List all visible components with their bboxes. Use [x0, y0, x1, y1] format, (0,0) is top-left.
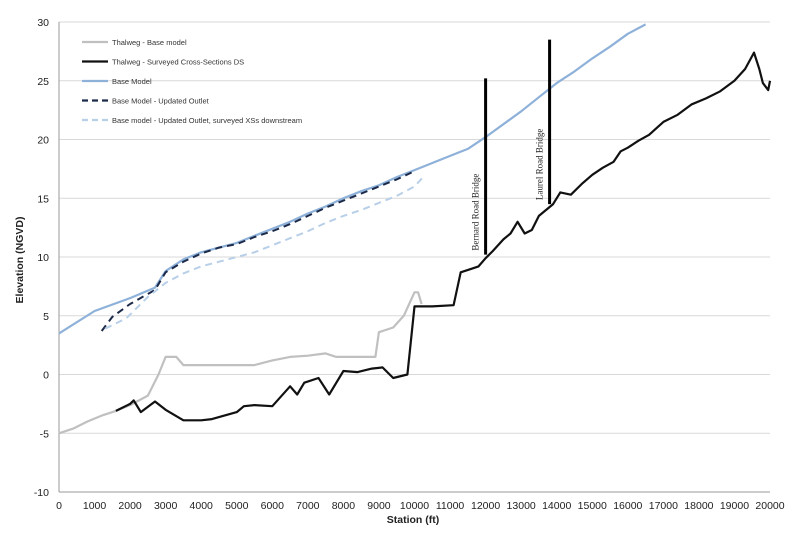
y-tick-label: -10: [34, 487, 49, 499]
y-tick-label: 20: [37, 135, 49, 147]
x-tick-label: 20000: [755, 500, 784, 512]
x-tick-label: 14000: [542, 500, 571, 512]
x-tick-label: 2000: [118, 500, 142, 512]
series-line-1: [58, 291, 423, 435]
legend-label-4: Base Model - Updated Outlet: [112, 97, 210, 106]
axes: -10 -5 0 5 10 15 20 25 30 0 1000 2000 3000 4000 5000 60…: [34, 17, 785, 512]
x-tick-label: 4000: [190, 500, 214, 512]
y-tick-label: -5: [40, 428, 49, 440]
x-tick-label: 16000: [613, 500, 642, 512]
x-tick-label: 11000: [436, 500, 465, 512]
x-tick-label: 15000: [578, 500, 607, 512]
y-tick-label: 0: [43, 370, 49, 382]
series-line-2: [115, 51, 772, 422]
x-tick-label: 3000: [154, 500, 178, 512]
x-tick-label: 10000: [400, 500, 429, 512]
y-tick-label: 30: [37, 17, 49, 29]
legend-label-1: Thalweg - Base model: [112, 38, 187, 47]
x-tick-label: 18000: [684, 500, 713, 512]
x-tick-label: 7000: [296, 500, 320, 512]
y-tick-label: 5: [43, 311, 49, 323]
x-tick-label: 5000: [225, 500, 249, 512]
legend: Thalweg - Base model Thalweg - Surveyed C…: [82, 38, 302, 125]
x-tick-label: 6000: [261, 500, 285, 512]
x-tick-label: 17000: [649, 500, 678, 512]
legend-label-5: Base model - Updated Outlet, surveyed XS…: [112, 116, 302, 125]
y-tick-label: 10: [37, 252, 49, 264]
legend-label-3: Base Model: [112, 77, 152, 86]
x-tick-label: 13000: [507, 500, 536, 512]
x-tick-label: 0: [56, 500, 62, 512]
y-axis-title: Elevation (NGVD): [14, 217, 26, 304]
series: [58, 23, 772, 435]
y-tick-label: 15: [37, 193, 49, 205]
bridges: Bernard Road Bridge Laurel Road Bridge: [471, 39, 552, 255]
x-tick-label: 12000: [471, 500, 500, 512]
series-line-4: [100, 170, 415, 332]
x-axis-title: Station (ft): [387, 514, 440, 526]
x-tick-label: 9000: [367, 500, 391, 512]
y-tick-label: 25: [37, 76, 49, 88]
legend-label-2: Thalweg - Surveyed Cross-Sections DS: [112, 58, 244, 67]
x-tick-label: 1000: [83, 500, 107, 512]
x-tick-label: 19000: [720, 500, 749, 512]
series-line-3: [58, 23, 647, 335]
bridge-label-2: Laurel Road Bridge: [535, 129, 545, 200]
x-tick-label: 8000: [332, 500, 356, 512]
series-line-5: [104, 174, 426, 330]
gridlines: [59, 21, 770, 493]
bridge-label-1: Bernard Road Bridge: [471, 174, 481, 251]
